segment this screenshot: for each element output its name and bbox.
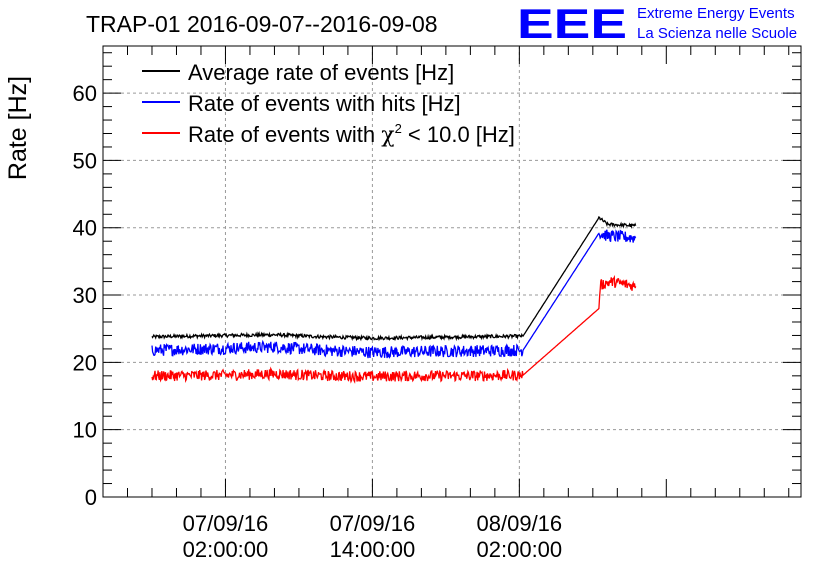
x-tick-label-time: 02:00:00 [183,537,269,562]
plot-frame [102,45,802,498]
y-tick-label: 50 [73,148,97,173]
series-average-rate [151,216,637,342]
y-tick-label: 20 [73,350,97,375]
chi-exponent: 2 [395,121,402,136]
series-chi2-rate [151,274,637,384]
series-hits-rate [151,229,637,359]
data-series [151,216,637,384]
chart-title: TRAP-01 2016-09-07--2016-09-08 [86,11,438,37]
eee-logo: EEE [517,0,627,47]
org-name-line1: Extreme Energy Events [637,5,795,22]
x-tick-label-date: 08/09/16 [477,511,563,536]
legend: Average rate of events [Hz] Rate of even… [142,60,515,148]
y-tick-label: 30 [73,283,97,308]
x-tick-label-time: 14:00:00 [330,537,416,562]
y-tick-label: 60 [73,81,97,106]
legend-label-hits: Rate of events with hits [Hz] [188,91,461,116]
y-axis-label: Rate [Hz] [4,76,32,180]
x-tick-label-date: 07/09/16 [183,511,269,536]
x-tick-label-time: 02:00:00 [477,537,563,562]
y-tick-label: 0 [85,485,97,510]
x-tick-label-date: 07/09/16 [330,511,416,536]
chi-symbol: χ [381,123,394,148]
legend-label-chi2: Rate of events with χ2 < 10.0 [Hz] [188,121,515,148]
y-tick-label: 10 [73,418,97,443]
y-tick-label: 40 [73,216,97,241]
org-name-line2: La Scienza nelle Scuole [637,25,797,42]
legend-label-average: Average rate of events [Hz] [188,60,454,85]
axis-ticks: 010203040506007/09/1602:00:0007/09/1614:… [73,46,801,562]
grid-lines [103,46,801,497]
